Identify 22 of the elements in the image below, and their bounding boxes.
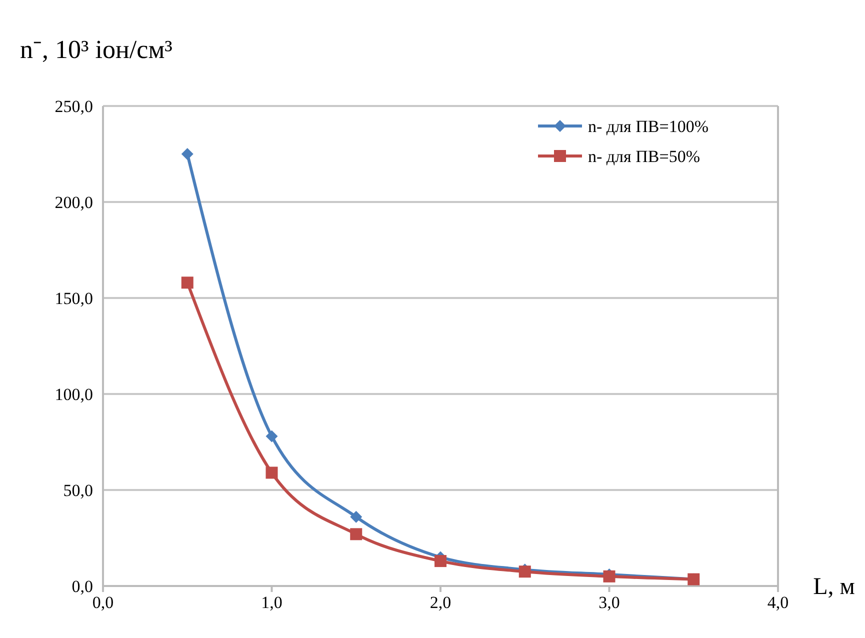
x-tick-label: 4,0 [767, 593, 789, 612]
point [434, 555, 446, 568]
point [266, 430, 278, 442]
y-tick-label: 200,0 [54, 193, 93, 212]
point [350, 528, 362, 540]
point [181, 148, 194, 160]
x-tick-label: 0,0 [92, 593, 114, 612]
y-axis-title: n⁻, 10³ іон/см³ [20, 35, 173, 64]
point [266, 466, 278, 479]
y-tick-label: 150,0 [54, 289, 93, 308]
x-tick-label: 2,0 [430, 593, 452, 612]
y-tick-label: 50,0 [63, 481, 93, 500]
legend-label: n- для ПВ=100% [588, 117, 708, 136]
y-tick-label: 0,0 [72, 577, 93, 596]
point [181, 276, 194, 289]
x-tick-label: 3,0 [598, 593, 620, 612]
x-axis-title: L, м [813, 574, 855, 600]
legend-label: n- для ПВ=50% [588, 147, 700, 166]
point [350, 510, 362, 523]
y-tick-label: 100,0 [54, 385, 93, 404]
x-tick-label: 1,0 [261, 593, 282, 612]
y-tick-label: 250,0 [54, 97, 93, 116]
